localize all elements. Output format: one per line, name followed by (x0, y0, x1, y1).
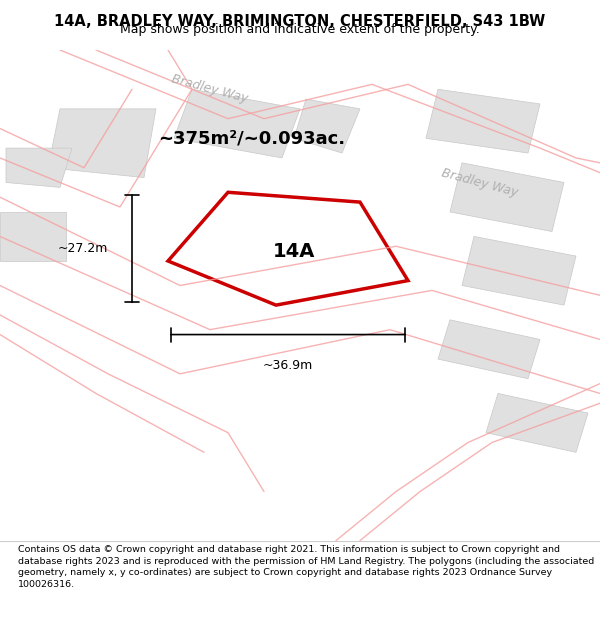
Polygon shape (426, 89, 540, 153)
Text: ~36.9m: ~36.9m (263, 359, 313, 372)
Text: ~375m²/~0.093ac.: ~375m²/~0.093ac. (158, 129, 346, 148)
Text: 14A: 14A (273, 242, 315, 261)
Polygon shape (168, 192, 408, 305)
Polygon shape (48, 109, 156, 177)
Polygon shape (0, 212, 66, 261)
Polygon shape (294, 99, 360, 153)
Polygon shape (462, 236, 576, 305)
Text: Map shows position and indicative extent of the property.: Map shows position and indicative extent… (120, 23, 480, 36)
Polygon shape (438, 320, 540, 379)
Polygon shape (174, 89, 300, 158)
Polygon shape (486, 394, 588, 452)
Text: ~27.2m: ~27.2m (58, 242, 108, 255)
Polygon shape (288, 217, 360, 266)
Text: Bradley Way: Bradley Way (170, 72, 250, 106)
Text: Bradley Way: Bradley Way (440, 166, 520, 199)
Text: 14A, BRADLEY WAY, BRIMINGTON, CHESTERFIELD, S43 1BW: 14A, BRADLEY WAY, BRIMINGTON, CHESTERFIE… (55, 14, 545, 29)
Text: Contains OS data © Crown copyright and database right 2021. This information is : Contains OS data © Crown copyright and d… (18, 545, 594, 589)
Polygon shape (6, 148, 72, 188)
Polygon shape (450, 163, 564, 231)
